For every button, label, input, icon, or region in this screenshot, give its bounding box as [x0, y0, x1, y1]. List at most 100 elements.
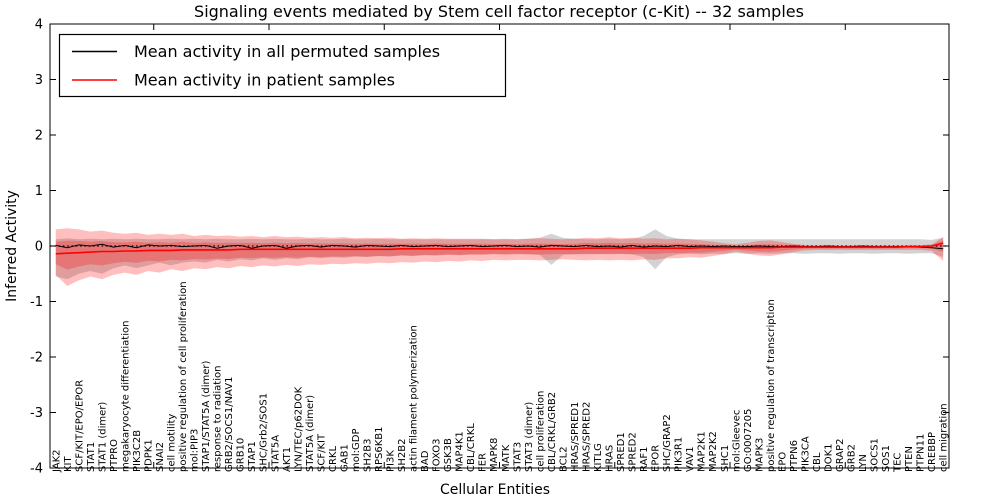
x-tick-label: VAV1: [685, 446, 696, 472]
y-tick-label: 2: [35, 129, 43, 144]
x-tick-label: mol:Gleevec: [731, 410, 742, 472]
x-tick-label: MAP2K1: [697, 431, 708, 472]
legend-label-permuted: Mean activity in all permuted samples: [134, 42, 440, 61]
x-tick-label: SH2B2: [397, 439, 408, 472]
x-tick-label: MAPK3: [754, 438, 765, 472]
chart-title: Signaling events mediated by Stem cell f…: [194, 2, 804, 21]
x-tick-label: HRAS/SPRED1: [570, 402, 581, 472]
x-tick-label: PIK3C2B: [132, 430, 143, 472]
x-tick-label: PI3K: [386, 450, 397, 472]
y-tick-label: -4: [30, 462, 43, 477]
legend-label-patient: Mean activity in patient samples: [134, 71, 395, 90]
plot-border: [49, 23, 950, 469]
x-tick-label: FOXO3: [432, 439, 443, 472]
x-tick-label: megakaryocyte differentiation: [120, 321, 131, 472]
x-tick-label: GRB2: [847, 444, 858, 472]
x-tick-label: cell motility: [167, 414, 178, 472]
permuted-mean-line: [55, 243, 944, 250]
patient-mean-line: [55, 242, 944, 255]
x-tick-label: STAT1 (dimer): [97, 402, 108, 472]
x-tick-label: GRAP2: [835, 438, 846, 472]
x-tick-label: STAT1: [86, 442, 97, 472]
x-tick-label: STAP1: [247, 441, 258, 472]
x-tick-label: SPRED1: [616, 432, 627, 472]
x-tick-label: PIK3CA: [800, 436, 811, 472]
x-tick-label: LYN/TEC/p62DOK: [293, 386, 304, 472]
y-tick-label: -3: [30, 406, 43, 421]
x-tick-label: cell migration: [939, 403, 950, 472]
y-tick-label: -2: [30, 351, 43, 366]
x-tick-label: EPOR: [651, 445, 662, 472]
x-tick-label: PTEN: [904, 446, 915, 472]
x-tick-label: PDPK1: [143, 439, 154, 472]
x-tick-label: HRAS/SPRED2: [581, 402, 592, 472]
x-tick-label: STAT5A (dimer): [305, 395, 316, 472]
x-tick-label: GO:0007205: [743, 409, 754, 472]
x-tick-label: HRAS: [604, 445, 615, 472]
x-tick-label: CRKL: [328, 446, 339, 472]
x-tick-label: GRB2/SOCS1/NAV1: [224, 377, 235, 472]
x-tick-label: EPO: [777, 452, 788, 472]
legend: Mean activity in all permuted samples Me…: [58, 33, 507, 98]
x-tick-label: DOK1: [823, 444, 834, 473]
x-tick-label: KIT: [63, 455, 74, 472]
x-tick-label: SH2B3: [362, 439, 373, 472]
x-tick-label: SCF/KIT: [316, 433, 327, 472]
x-tick-label: TEC: [893, 453, 904, 473]
legend-box: [58, 33, 507, 98]
x-tick-label: SHC1: [720, 445, 731, 472]
x-tick-label: SPRED2: [628, 432, 639, 472]
x-tick-label: SHC/Grb2/SOS1: [259, 393, 270, 472]
x-tick-label: SNAI2: [155, 442, 166, 472]
x-tick-label: CBL: [812, 452, 823, 472]
x-axis-label: Cellular Entities: [440, 482, 550, 498]
x-tick-label: SOCS1: [870, 438, 881, 472]
x-tick-label: PIK3R1: [674, 437, 685, 472]
x-tick-label: JAK2: [51, 449, 62, 473]
x-tick-label: STAT3: [512, 442, 523, 472]
y-tick-label: 0: [35, 240, 43, 255]
x-tick-label: STAT3 (dimer): [524, 402, 535, 472]
x-tick-label: BCL2: [558, 446, 569, 472]
y-tick-label: 4: [35, 18, 43, 33]
y-tick-label: 3: [35, 73, 43, 88]
x-tick-label: MAPK8: [489, 438, 500, 472]
patient-band-outer: [55, 228, 944, 286]
x-tick-label: CREBBP: [927, 432, 938, 472]
y-tick-label: 1: [35, 184, 43, 199]
x-tick-label: GSK3B: [443, 438, 454, 472]
x-tick-label: actin filament polymerization: [409, 325, 420, 472]
x-tick-label: SOS1: [881, 445, 892, 472]
x-tick-label: PTPN6: [789, 440, 800, 472]
lines-layer: [50, 242, 949, 255]
x-tick-label: PTPN11: [916, 434, 927, 472]
x-tick-label: MAP2K2: [708, 431, 719, 472]
y-tick-labels: -4 -3 -2 -1 0 1 2 3 4: [30, 18, 43, 477]
y-axis-label: Inferred Activity: [4, 190, 20, 302]
x-tick-label: GRB10: [236, 438, 247, 472]
x-tick-label: response to radiation: [213, 366, 224, 472]
x-tick-label: CBL/CRKL: [466, 423, 477, 472]
x-tick-label: RAF1: [639, 447, 650, 473]
x-tick-label: SHC/GRAP2: [662, 414, 673, 472]
x-tick-label: CBL/CRKL/GRB2: [547, 392, 558, 472]
permuted-band: [55, 229, 944, 280]
x-tick-labels: JAK2 KIT SCF/KIT/EPO/EPOR STAT1 STAT1 (dimer…: [51, 281, 949, 473]
x-tick-label: LYN: [858, 454, 869, 472]
x-tick-label: BAD: [420, 450, 431, 472]
x-tick-label: positive regulation of transcription: [766, 299, 777, 472]
x-tick-label: AKT1: [282, 447, 293, 472]
x-tick-label: mol:GDP: [351, 429, 362, 473]
x-tick-label: PTPRO: [109, 439, 120, 472]
x-tick-label: MATK: [501, 444, 512, 472]
x-tick-label: RPS6KB1: [374, 427, 385, 472]
x-tick-label: STAT5A: [270, 435, 281, 472]
y-tick-label: -1: [30, 295, 43, 310]
x-tick-label: STAP1/STAT5A (dimer): [201, 360, 212, 472]
x-tick-label: mol:PIP3: [190, 429, 201, 472]
x-tick-label: FER: [478, 453, 489, 472]
x-tick-label: positive regulation of cell proliferatio…: [178, 281, 189, 472]
x-tick-label: KITLG: [593, 443, 604, 472]
